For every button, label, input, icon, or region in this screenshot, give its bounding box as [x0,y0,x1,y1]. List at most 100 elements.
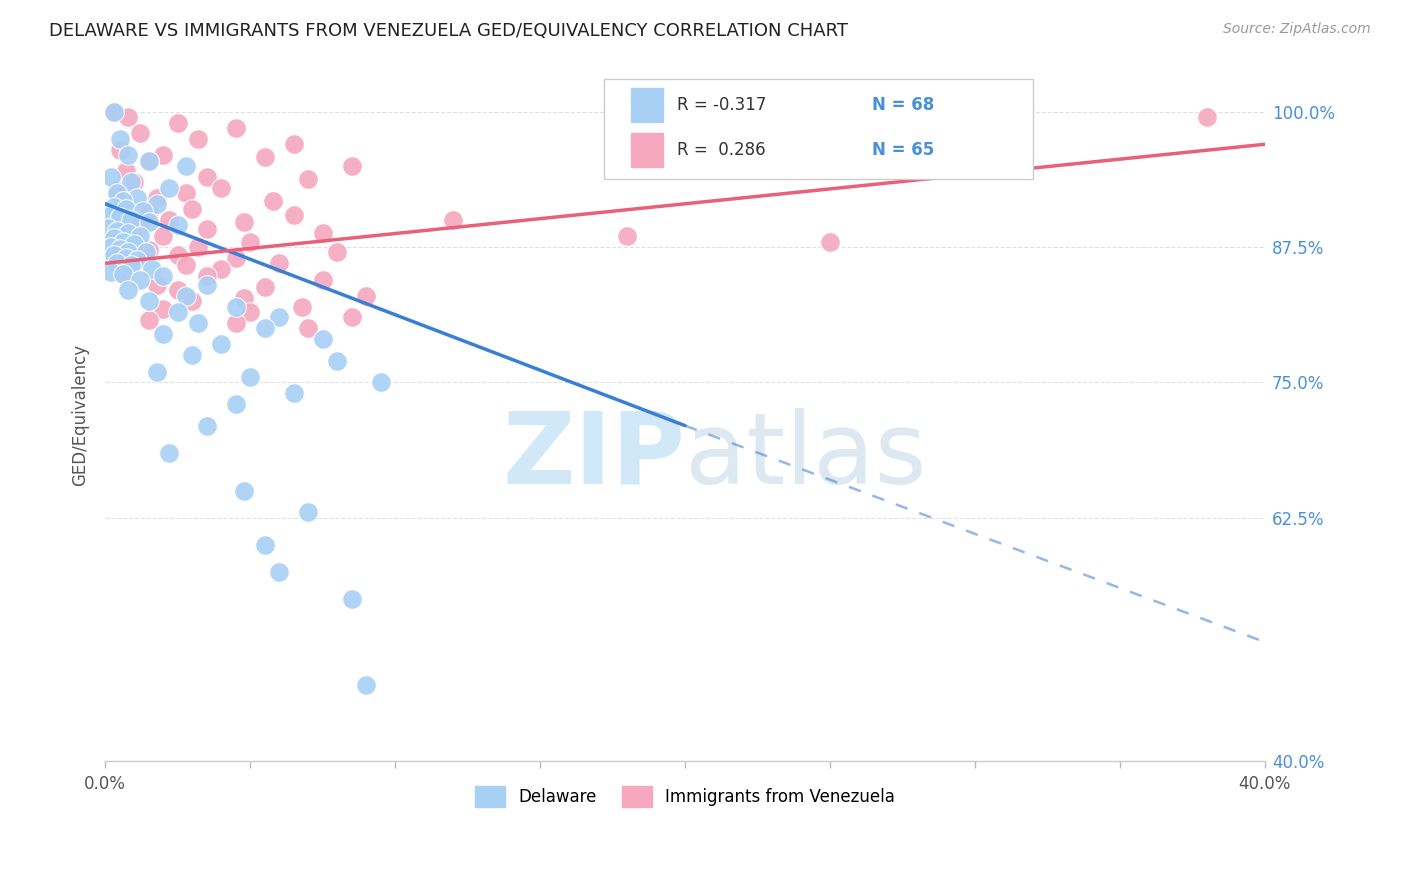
Point [253,538,276,552]
Point [297,321,319,335]
Point [122,231,145,245]
Point [181,202,204,217]
Point [187,240,209,254]
Point [105,183,128,197]
Point [166,247,188,261]
Point [117,110,139,124]
Point [209,261,232,276]
Point [269,256,291,270]
Point [152,269,174,284]
Point [108,210,131,224]
Text: atlas: atlas [685,408,927,505]
Point [166,219,188,233]
Point [152,326,174,341]
Point [233,291,256,305]
Point [114,251,136,265]
Point [122,253,145,268]
Point [340,310,363,325]
Point [181,294,204,309]
Point [166,284,188,298]
Point [100,208,122,222]
Point [129,229,152,244]
Point [105,256,128,270]
Point [117,148,139,162]
Point [103,247,125,261]
Point [253,280,276,294]
Point [152,229,174,244]
Point [187,132,209,146]
Point [176,186,198,200]
Point [111,196,134,211]
Point [283,208,305,222]
Point [233,215,256,229]
Point [103,104,125,119]
Point [187,316,209,330]
Point [818,235,841,249]
Point [262,194,284,208]
Point [146,191,169,205]
Point [108,143,131,157]
Point [138,153,160,168]
Text: R =  0.286: R = 0.286 [676,141,765,159]
Point [108,242,131,256]
Point [138,215,160,229]
Legend: Delaware, Immigrants from Venezuela: Delaware, Immigrants from Venezuela [467,778,903,815]
Point [111,235,134,249]
Point [146,277,169,292]
Point [291,300,314,314]
Point [166,115,188,129]
Point [1195,110,1218,124]
Point [129,219,152,233]
Point [127,191,149,205]
Point [120,259,142,273]
Point [97,220,120,235]
Point [340,159,363,173]
FancyBboxPatch shape [630,88,664,121]
Text: R = -0.317: R = -0.317 [676,96,766,114]
Point [253,321,276,335]
Point [127,253,149,268]
Point [195,169,218,184]
Point [146,364,169,378]
Point [269,310,291,325]
Point [269,565,291,579]
Point [195,221,218,235]
Point [181,348,204,362]
Point [114,164,136,178]
Point [138,244,160,258]
Point [103,231,125,245]
Point [225,316,247,330]
Point [117,226,139,240]
Point [616,229,638,244]
Point [441,213,464,227]
Text: DELAWARE VS IMMIGRANTS FROM VENEZUELA GED/EQUIVALENCY CORRELATION CHART: DELAWARE VS IMMIGRANTS FROM VENEZUELA GE… [49,22,848,40]
Point [138,312,160,326]
Point [117,245,139,260]
Point [152,148,174,162]
Point [195,277,218,292]
Text: ZIP: ZIP [502,408,685,505]
Point [176,289,198,303]
Text: N = 68: N = 68 [872,96,934,114]
Point [129,272,152,286]
Point [233,483,256,498]
Point [176,259,198,273]
Point [239,305,262,319]
Point [195,418,218,433]
Point [141,261,163,276]
Point [138,204,160,219]
FancyBboxPatch shape [630,133,664,167]
Point [146,196,169,211]
Point [103,200,125,214]
Point [297,172,319,186]
Point [111,194,134,208]
Point [253,150,276,164]
Point [239,235,262,249]
Point [103,104,125,119]
Point [176,159,198,173]
Point [157,445,180,459]
Point [225,121,247,136]
Point [311,332,333,346]
Point [129,127,152,141]
Point [114,202,136,217]
